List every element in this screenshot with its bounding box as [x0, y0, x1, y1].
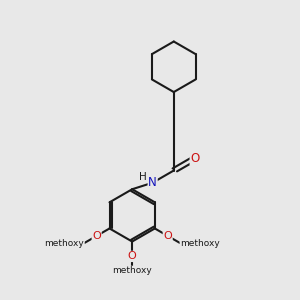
Text: O: O	[163, 231, 172, 241]
Text: H: H	[139, 172, 147, 182]
Text: O: O	[92, 231, 101, 241]
Text: methoxy: methoxy	[112, 266, 152, 275]
Text: methoxy: methoxy	[180, 238, 220, 247]
Text: methoxy: methoxy	[44, 238, 84, 247]
Text: O: O	[190, 152, 200, 165]
Text: O: O	[128, 251, 136, 261]
Text: N: N	[148, 176, 157, 189]
